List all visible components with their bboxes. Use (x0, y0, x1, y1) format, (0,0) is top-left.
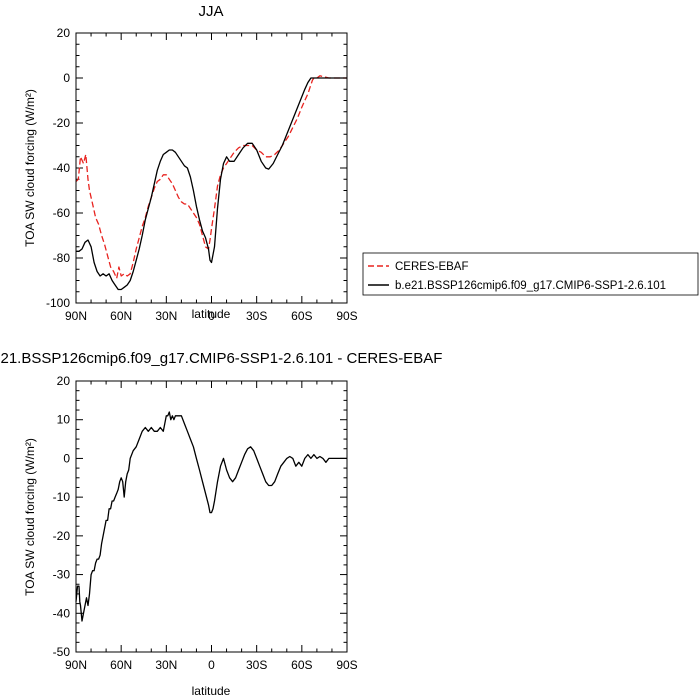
y-tick-label: -10 (53, 490, 71, 504)
chart-top-x-tick-labels: 90N 60N 30N 0 30S 60S 90S (65, 309, 358, 323)
chart-top-title: JJA (198, 3, 223, 20)
y-tick-label: -40 (53, 161, 71, 175)
chart-bottom: b.e21.BSSP126cmip6.f09_g17.CMIP6-SSP1-2.… (0, 350, 442, 698)
chart-bottom-y-tick-labels: 20 10 0 -10 -20 -30 -40 -50 (53, 374, 71, 659)
y-tick-label: 0 (63, 71, 70, 85)
chart-bottom-series (75, 411, 347, 622)
x-tick-label: 30N (155, 309, 177, 323)
y-tick-label: -40 (53, 606, 71, 620)
y-tick-label: -60 (53, 206, 71, 220)
x-tick-label: 30N (155, 658, 177, 672)
x-tick-label: 60N (110, 309, 132, 323)
y-tick-label: -100 (46, 296, 70, 310)
x-tick-label: 60N (110, 658, 132, 672)
series-line-model (76, 77, 347, 291)
legend-label-model: b.e21.BSSP126cmip6.f09_g17.CMIP6-SSP1-2.… (395, 280, 666, 292)
chart-top-plot-frame (75, 32, 348, 304)
series-line-difference (75, 411, 347, 622)
x-tick-label: 30S (246, 658, 267, 672)
x-tick-label: 90S (336, 309, 357, 323)
x-tick-label: 60S (291, 658, 312, 672)
y-tick-label: -80 (53, 251, 71, 265)
y-tick-label: 20 (57, 26, 71, 40)
y-tick-label: -20 (53, 116, 71, 130)
chart-top-y-axis-title: TOA SW cloud forcing (W/m²) (23, 89, 37, 247)
x-tick-label: 60S (291, 309, 312, 323)
chart-top: JJA 20 0 -20 -40 -60 -80 -100 90N 60N 30N 0 30S 60S… (23, 3, 699, 323)
x-tick-label: 90N (65, 309, 87, 323)
y-tick-label: -30 (53, 568, 71, 582)
x-tick-label: 0 (208, 658, 215, 672)
chart-bottom-x-axis-title: latitude (192, 684, 231, 698)
chart-top-legend: CERES-EBAF b.e21.BSSP126cmip6.f09_g17.CM… (362, 252, 699, 296)
y-tick-label: 10 (57, 413, 71, 427)
chart-bottom-x-tick-labels: 90N 60N 30N 0 30S 60S 90S (65, 658, 358, 672)
x-tick-label: 0 (208, 309, 215, 323)
legend-box (362, 252, 699, 296)
x-tick-label: 30S (246, 309, 267, 323)
chart-bottom-plot-frame (75, 380, 348, 653)
chart-bottom-y-axis-title: TOA SW cloud forcing (W/m²) (23, 438, 37, 596)
x-tick-label: 90S (336, 658, 357, 672)
legend-label-ceres: CERES-EBAF (395, 261, 469, 273)
chart-top-y-tick-labels: 20 0 -20 -40 -60 -80 -100 (46, 26, 70, 310)
y-tick-label: 20 (57, 374, 71, 388)
y-tick-label: -20 (53, 529, 71, 543)
chart-top-x-axis-title: latitude (192, 307, 231, 321)
chart-bottom-title: b.e21.BSSP126cmip6.f09_g17.CMIP6-SSP1-2.… (0, 350, 442, 367)
series-line-ceres (75, 75, 347, 279)
y-tick-label: -50 (53, 645, 71, 659)
chart-top-series (75, 75, 347, 291)
y-tick-label: 0 (63, 451, 70, 465)
x-tick-label: 90N (65, 658, 87, 672)
